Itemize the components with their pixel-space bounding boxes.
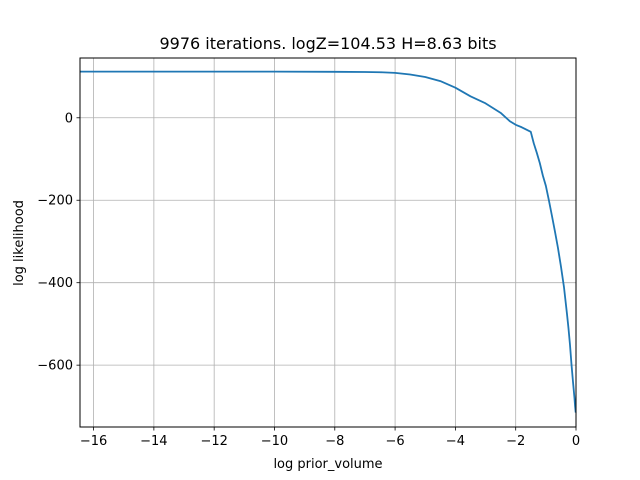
plot-frame bbox=[79, 57, 577, 428]
x-tick-label: −4 bbox=[446, 434, 465, 449]
x-tick-label: −16 bbox=[80, 434, 107, 449]
x-tick-label: −14 bbox=[140, 434, 167, 449]
series-line bbox=[80, 70, 577, 413]
y-tick-label: −400 bbox=[37, 276, 73, 291]
x-tick-label: −2 bbox=[506, 434, 525, 449]
y-tick-label: 0 bbox=[65, 111, 73, 126]
series-layer bbox=[80, 70, 577, 413]
y-tick-label: −600 bbox=[37, 359, 73, 374]
y-axis: 0 −200 −400 −600 bbox=[37, 111, 80, 374]
x-axis: −16 −14 −12 −10 −8 −6 −4 −2 0 bbox=[80, 427, 580, 449]
y-tick-label: −200 bbox=[37, 194, 73, 209]
x-axis-label: log prior_volume bbox=[273, 457, 382, 472]
x-tick-label: −10 bbox=[261, 434, 288, 449]
x-tick-label: −6 bbox=[386, 434, 405, 449]
chart-title: 9976 iterations. logZ=104.53 H=8.63 bits bbox=[159, 34, 496, 53]
x-tick-label: 0 bbox=[572, 434, 580, 449]
y-axis-label: log likelihood bbox=[12, 200, 27, 286]
x-tick-label: −8 bbox=[325, 434, 344, 449]
x-tick-label: −12 bbox=[200, 434, 227, 449]
